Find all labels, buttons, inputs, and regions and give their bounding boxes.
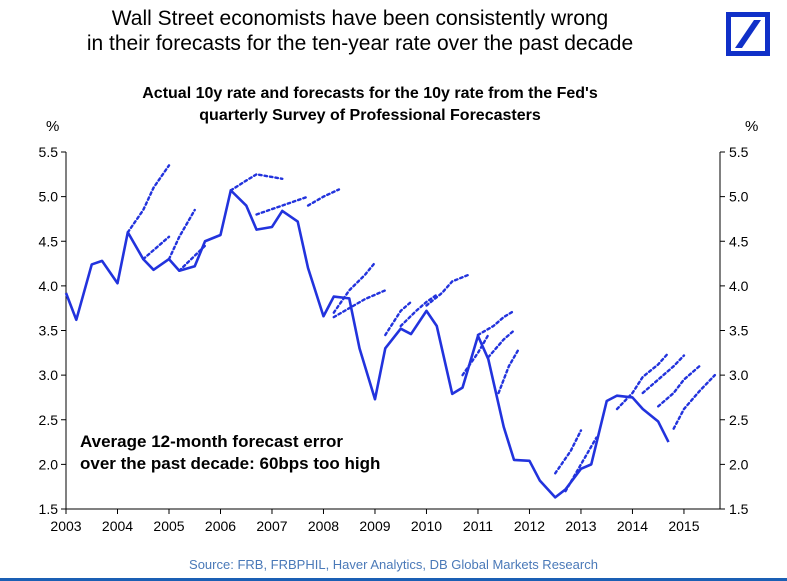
x-tick-label: 2005 <box>153 518 184 534</box>
forecast-line <box>487 329 516 359</box>
chart-title-line-1: Actual 10y rate and forecasts for the 10… <box>142 85 598 102</box>
annotation-line-2: over the past decade: 60bps too high <box>80 454 381 473</box>
x-tick-label: 2012 <box>514 518 545 534</box>
forecast-line <box>476 309 516 337</box>
y-tick-label-right: 2.0 <box>729 456 749 472</box>
y-tick-label-right: 3.5 <box>729 323 749 339</box>
forecast-line <box>229 173 284 192</box>
y-tick-label-left: 5.0 <box>39 189 59 205</box>
headline-line-2: in their forecasts for the ten-year rate… <box>86 32 634 55</box>
forecast-line <box>399 293 438 328</box>
x-tick-label: 2010 <box>411 518 442 534</box>
forecast-error-annotation: Average 12-month forecast error over the… <box>80 431 460 475</box>
forecast-line <box>255 195 310 216</box>
x-tick-label: 2015 <box>668 518 699 534</box>
y-tick-label-right: 4.5 <box>729 233 749 249</box>
chart-title-line-2: quarterly Survey of Professional Forecas… <box>199 107 541 124</box>
annotation-line-1: Average 12-month forecast error <box>80 432 343 451</box>
chart-ticks: 1.5 1.5 2.0 2.0 2.5 2.5 3.0 3.0 3.5 3.5 4.0 4.0 4.5 4… <box>39 144 749 534</box>
forecast-line <box>167 208 196 261</box>
source-note: Source: FRB, FRBPHIL, Haver Analytics, D… <box>189 557 598 572</box>
y-tick-label-right: 2.5 <box>729 412 749 428</box>
forecast-line <box>425 273 469 307</box>
x-tick-label: 2006 <box>205 518 236 534</box>
forecast-line <box>142 235 171 261</box>
forecast-line <box>332 289 387 319</box>
y-tick-label-right: 4.0 <box>729 278 749 294</box>
forecast-line <box>384 300 413 337</box>
forecast-line <box>497 347 521 395</box>
y-tick-label-left: 4.0 <box>39 278 59 294</box>
actual-10y-rate-line <box>64 189 670 499</box>
forecast-line <box>126 164 171 234</box>
headline-line-1: Wall Street economists have been consist… <box>111 7 609 30</box>
right-axis-unit: % <box>745 118 759 135</box>
x-tick-label: 2004 <box>102 518 133 534</box>
forecast-line <box>641 354 686 395</box>
y-tick-label-right: 5.5 <box>729 144 749 160</box>
forecast-series <box>126 164 717 493</box>
chart-title: Actual 10y rate and forecasts for the 10… <box>70 83 670 127</box>
deutsche-bank-logo-icon <box>726 12 770 56</box>
y-tick-label-left: 3.0 <box>39 367 59 383</box>
y-tick-label-left: 5.5 <box>39 144 59 160</box>
x-tick-label: 2009 <box>359 518 390 534</box>
y-tick-label-right: 3.0 <box>729 367 749 383</box>
left-axis-unit: % <box>46 118 60 135</box>
y-tick-label-left: 4.5 <box>39 233 59 249</box>
y-tick-label-left: 2.0 <box>39 456 59 472</box>
forecast-line <box>554 429 583 475</box>
x-tick-label: 2007 <box>256 518 287 534</box>
forecast-line <box>672 373 717 430</box>
forecast-line <box>615 351 670 411</box>
x-tick-label: 2008 <box>308 518 339 534</box>
y-tick-label-left: 3.5 <box>39 323 59 339</box>
x-tick-label: 2003 <box>50 518 81 534</box>
footer-divider <box>0 578 787 581</box>
y-tick-label-left: 2.5 <box>39 412 59 428</box>
y-tick-label-right: 1.5 <box>729 501 749 517</box>
forecast-line <box>332 261 377 314</box>
x-tick-label: 2011 <box>463 518 493 534</box>
forecast-line <box>657 365 701 408</box>
x-tick-label: 2013 <box>565 518 596 534</box>
forecast-line <box>306 188 341 207</box>
x-tick-label: 2014 <box>617 518 648 534</box>
y-tick-label-left: 1.5 <box>39 501 59 517</box>
actual-series <box>64 189 670 499</box>
chart-headline: Wall Street economists have been consist… <box>0 6 720 56</box>
y-tick-label-right: 5.0 <box>729 189 749 205</box>
